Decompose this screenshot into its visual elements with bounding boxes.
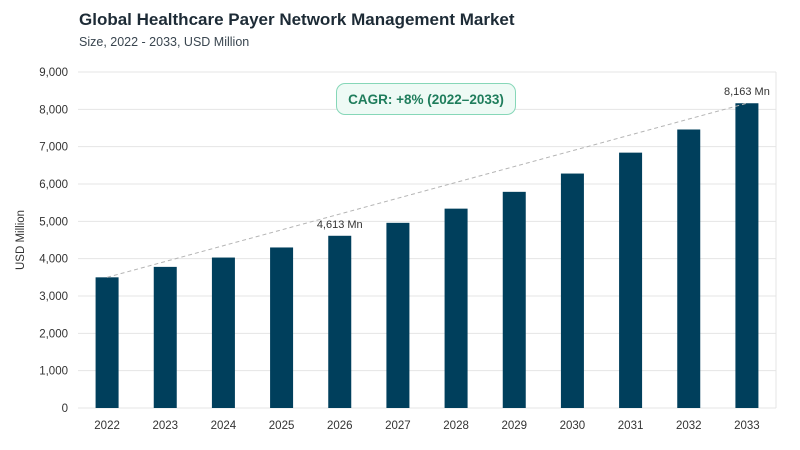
data-label-2026: 4,613 Mn (317, 219, 363, 231)
y-tick-label: 5,000 (39, 216, 68, 228)
y-tick-label: 7,000 (39, 142, 68, 154)
bar-2033 (735, 103, 759, 409)
x-tick-label: 2022 (94, 420, 120, 432)
x-tick-label: 2029 (501, 420, 527, 432)
bar-2028 (444, 208, 468, 408)
chart-title: Global Healthcare Payer Network Manageme… (79, 10, 515, 29)
x-tick-label: 2026 (327, 420, 353, 432)
bar-2024 (211, 257, 235, 408)
bar-2027 (386, 222, 410, 408)
x-tick-label: 2033 (734, 420, 760, 432)
y-tick-label: 8,000 (39, 104, 68, 116)
y-tick-label: 4,000 (39, 254, 68, 266)
trend-line (106, 102, 748, 278)
x-tick-label: 2024 (211, 420, 237, 432)
y-tick-label: 3,000 (39, 291, 68, 303)
bar-2026 (328, 235, 352, 408)
bar-2029 (502, 191, 526, 408)
x-tick-label: 2025 (269, 420, 295, 432)
bar-2030 (560, 173, 584, 408)
data-label-2033: 8,163 Mn (724, 86, 770, 98)
bar-2025 (270, 247, 294, 408)
x-tick-label: 2030 (560, 420, 586, 432)
x-tick-label: 2027 (385, 420, 411, 432)
x-tick-label: 2028 (443, 420, 469, 432)
y-axis-title: USD Million (15, 210, 27, 270)
y-tick-label: 2,000 (39, 328, 68, 340)
y-tick-label: 1,000 (39, 366, 68, 378)
bar-2022 (95, 277, 119, 408)
x-tick-label: 2023 (152, 420, 178, 432)
y-tick-label: 0 (62, 403, 68, 415)
y-tick-label: 6,000 (39, 179, 68, 191)
x-tick-label: 2032 (676, 420, 702, 432)
bar-2032 (677, 129, 701, 408)
chart-subtitle: Size, 2022 - 2033, USD Million (79, 35, 250, 49)
bar-2031 (619, 152, 643, 408)
x-tick-label: 2031 (618, 420, 644, 432)
bar-2023 (153, 266, 177, 408)
cagr-annotation: CAGR: +8% (2022–2033) (336, 83, 516, 115)
y-tick-label: 9,000 (39, 67, 68, 79)
